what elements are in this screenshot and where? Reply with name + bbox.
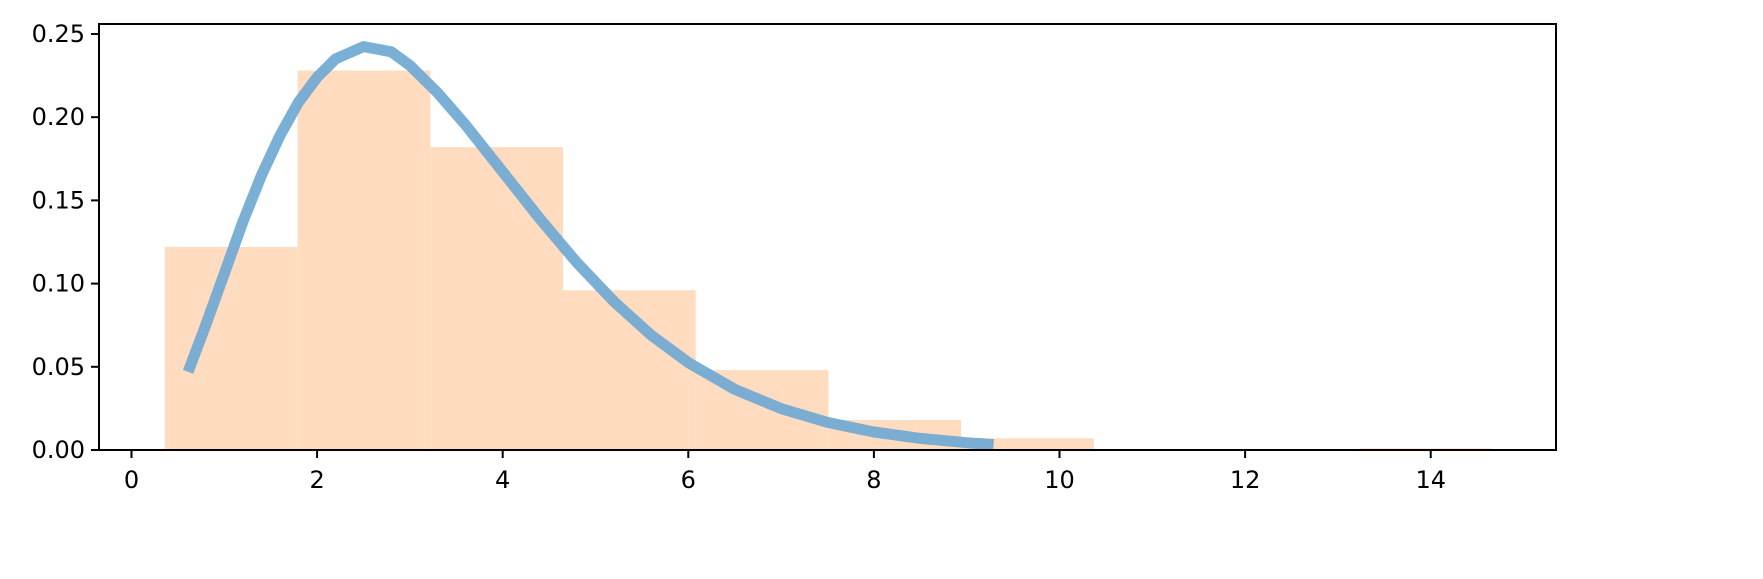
histogram-bar-7 (961, 438, 1094, 450)
x-tick-label: 10 (1044, 466, 1075, 494)
x-tick-label: 8 (866, 466, 881, 494)
x-axis: 0 2 4 6 8 10 12 14 (124, 450, 1446, 494)
x-tick-label: 4 (495, 466, 510, 494)
histogram-bar-2 (297, 70, 431, 450)
x-tick-label: 12 (1230, 466, 1261, 494)
x-tick-label: 14 (1415, 466, 1446, 494)
y-axis: 0.00 0.05 0.10 0.15 0.20 0.25 (32, 20, 99, 464)
plot-area-frame (98, 23, 1557, 451)
x-tick-label: 6 (681, 466, 696, 494)
y-tick-label: 0.15 (32, 186, 85, 214)
y-tick-label: 0.20 (32, 103, 85, 131)
y-tick-label: 0.05 (32, 353, 85, 381)
histogram-bar-1 (164, 246, 298, 450)
density-curve (182, 41, 994, 450)
y-tick-label: 0.10 (32, 270, 85, 298)
density-curve-layer (182, 41, 994, 450)
y-tick-label: 0.00 (32, 436, 85, 464)
histogram-bars (164, 70, 1492, 450)
x-tick-label: 2 (309, 466, 324, 494)
x-tick-label: 0 (124, 466, 139, 494)
histogram-bar-3 (430, 147, 564, 450)
y-tick-label: 0.25 (32, 20, 85, 48)
